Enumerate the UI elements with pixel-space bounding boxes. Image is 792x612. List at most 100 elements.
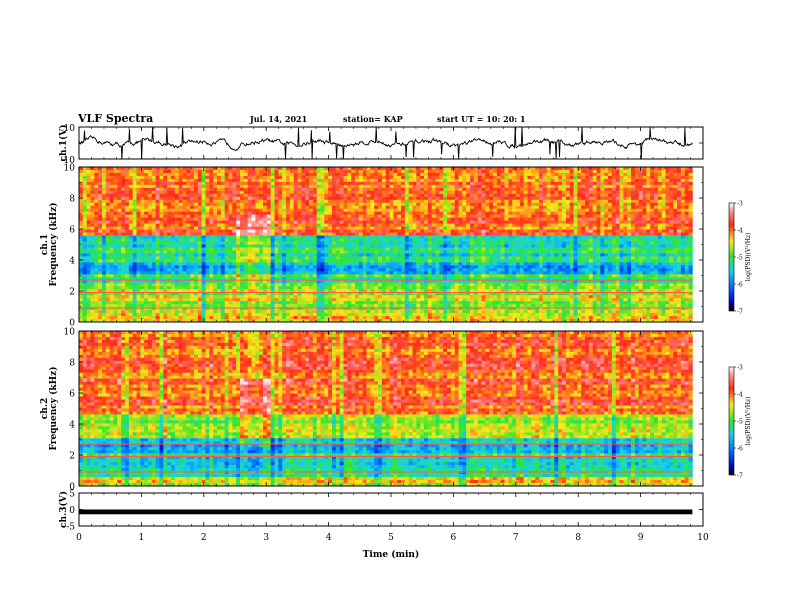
ch1-spectrogram-cell: [247, 247, 252, 251]
ch1-spectrogram-cell: [496, 220, 502, 224]
ch1-spectrogram-cell: [535, 235, 540, 239]
ch1-spectrogram-cell: [527, 214, 532, 219]
ch1-spectrogram-cell: [167, 226, 172, 230]
ch1-spectrogram-cell: [397, 169, 402, 174]
ch1-spectrogram-cell: [608, 253, 613, 257]
ch1-spectrogram-cell: [527, 247, 532, 251]
ch1-spectrogram-cell: [263, 202, 268, 207]
ch1-spectrogram-cell: [554, 235, 559, 239]
ch1-spectrogram-cell: [523, 175, 528, 180]
ch1-spectrogram-cell: [531, 226, 536, 230]
ch1-spectrogram-cell: [136, 229, 141, 233]
ch1-spectrogram-cell: [680, 229, 686, 233]
ch1-spectrogram-cell: [646, 208, 651, 213]
ch1-spectrogram-cell: [688, 226, 693, 230]
ch1-spectrogram-cell: [255, 256, 260, 260]
ch1-spectrogram-cell: [205, 253, 210, 257]
ch1-spectrogram-cell: [144, 190, 149, 195]
ch1-spectrogram-cell: [450, 226, 456, 230]
ch1-spectrogram-cell: [243, 187, 249, 192]
ch1-spectrogram-cell: [588, 202, 594, 207]
ch1-spectrogram-cell: [573, 202, 578, 207]
ch1-spectrogram-cell: [596, 169, 601, 174]
ch1-spectrogram-cell: [504, 232, 509, 236]
ch1-spectrogram-cell: [278, 178, 283, 183]
ch1-spectrogram-cell: [565, 205, 571, 210]
ch1-spectrogram-cell: [447, 211, 452, 216]
ch1-spectrogram-cell: [381, 167, 387, 171]
ch1-spectrogram-cell: [458, 235, 463, 239]
ch1-spectrogram-cell: [201, 244, 206, 248]
ch1-spectrogram-cell: [638, 187, 643, 192]
ch1-spectrogram-cell: [263, 190, 268, 195]
ch1-spectrogram-cell: [512, 196, 517, 201]
ch1-spectrogram-cell: [657, 172, 663, 177]
ch1-spectrogram-cell: [320, 223, 325, 227]
ch1-spectrogram-cell: [278, 238, 283, 242]
ch1-spectrogram-cell: [98, 247, 103, 251]
ch1-spectrogram-cell: [82, 167, 88, 171]
ch1-spectrogram-cell: [535, 169, 540, 174]
ch1-spectrogram-cell: [301, 190, 306, 195]
ch1-spectrogram-cell: [174, 205, 180, 210]
ch1-spectrogram-cell: [427, 208, 433, 213]
ch1-spectrogram-cell: [79, 196, 84, 201]
ch1-spectrogram-cell: [439, 169, 444, 174]
ch1-spectrogram-cell: [109, 205, 114, 210]
ch1-spectrogram-cell: [619, 253, 624, 257]
ch1-spectrogram-cell: [431, 202, 436, 207]
ch1-spectrogram-cell: [443, 244, 448, 248]
ch1-spectrogram-cell: [113, 253, 118, 257]
ch1-spectrogram-cell: [305, 235, 310, 239]
ch1-spectrogram-cell: [205, 250, 210, 254]
ch1-spectrogram-cell: [569, 244, 574, 248]
ch1-spectrogram-cell: [297, 241, 302, 245]
ch1-spectrogram-cell: [669, 211, 674, 216]
ch1-spectrogram-cell: [228, 229, 233, 233]
ch1-spectrogram-cell: [151, 256, 157, 260]
ch1-spectrogram-cell: [128, 211, 134, 216]
ch1-spectrogram-cell: [82, 205, 88, 210]
ch1-spectrogram-cell: [412, 190, 417, 195]
ch1-spectrogram-cell: [343, 193, 348, 198]
ch1-spectrogram-cell: [355, 190, 360, 195]
ch1-spectrogram-cell: [209, 167, 214, 171]
ch1-spectrogram-cell: [569, 226, 574, 230]
ch1-spectrogram-cell: [332, 226, 337, 230]
ch1-spectrogram-cell: [657, 247, 663, 251]
ch1-spectrogram-cell: [213, 247, 218, 251]
ch1-spectrogram-cell: [347, 211, 352, 216]
ch1-spectrogram-cell: [362, 181, 367, 186]
ch1-spectrogram-cell: [297, 167, 302, 171]
ch1-spectrogram-cell: [600, 247, 605, 251]
ch1-spectrogram-cell: [401, 178, 406, 183]
ch1-spectrogram-cell: [535, 220, 540, 224]
ch1-spectrogram-cell: [420, 250, 425, 254]
start-time-label: start UT = 10: 20: 1: [437, 114, 526, 124]
ch1-spectrogram-cell: [140, 169, 145, 174]
ch1-spectrogram-cell: [182, 172, 187, 177]
ch1-spectrogram-cell: [232, 247, 237, 251]
ch1-spectrogram-cell: [569, 178, 574, 183]
ch1-spectrogram-cell: [159, 172, 164, 177]
ch1-spectrogram-cell: [259, 256, 264, 260]
ch1-spectrogram-cell: [447, 175, 452, 180]
ch1-spectrogram-cell: [623, 196, 628, 201]
ch1-spectrogram-cell: [378, 232, 383, 236]
ch1-spectrogram-cell: [493, 229, 498, 233]
ch1-spectrogram-cell: [481, 244, 486, 248]
ch1-spectrogram-cell: [94, 175, 99, 180]
ch1-spectrogram-cell: [404, 181, 410, 186]
ch1-spectrogram-cell: [366, 223, 371, 227]
ch1-spectrogram-cell: [274, 241, 279, 245]
ch1-spectrogram-cell: [523, 226, 528, 230]
ch1-spectrogram-cell: [366, 199, 371, 204]
ch1-spectrogram-cell: [171, 241, 176, 245]
ch1-spectrogram-cell: [378, 193, 383, 198]
ch1-spectrogram-cell: [90, 175, 95, 180]
ch1-spectrogram-cell: [293, 214, 298, 219]
ch1-spectrogram-cell: [539, 178, 544, 183]
ch1-spectrogram-cell: [435, 199, 440, 204]
ch1-spectrogram-cell: [266, 181, 272, 186]
ch1-spectrogram-cell: [519, 223, 525, 227]
